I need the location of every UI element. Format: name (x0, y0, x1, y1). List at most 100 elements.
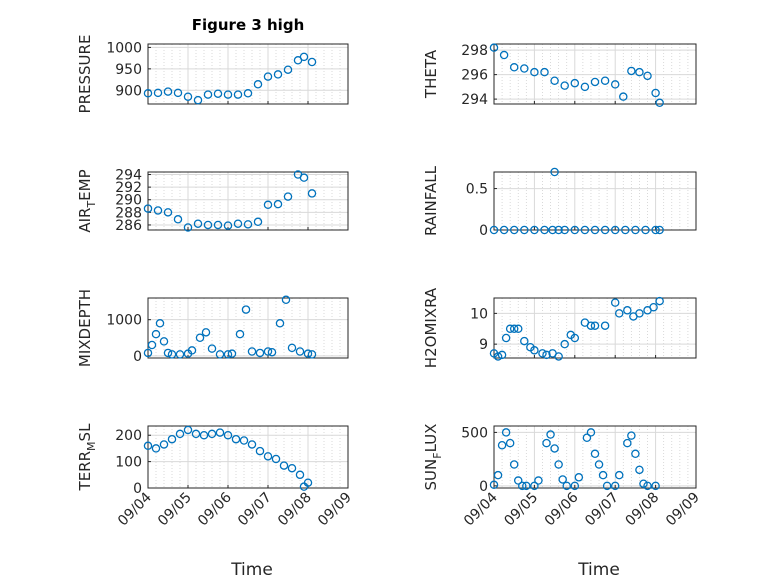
chart-sun_flux-point (509, 460, 519, 469)
chart-mixdepth-y-axis-label: MIXDEPTH (76, 289, 94, 367)
chart-sun_flux-point (554, 460, 563, 469)
chart-sun_flux-y-tick-label: 500 (461, 425, 488, 441)
chart-air_temp-point (193, 219, 203, 228)
chart-pressure-y-axis-label: PRESSURE (76, 35, 94, 114)
chart-pressure-point (233, 90, 243, 99)
chart-mixdepth-point (147, 340, 157, 350)
chart-theta-point (560, 81, 569, 90)
chart-theta-point (627, 66, 636, 76)
chart-theta-point (619, 92, 628, 101)
chart-terr_msl-point (255, 446, 265, 456)
chart-mixdepth-point (241, 305, 251, 314)
chart-mixdepth-point (307, 350, 317, 359)
chart-terr_msl-point (263, 452, 273, 461)
chart-rainfall-point (520, 225, 529, 235)
chart-pressure-title: Figure 3 high (192, 16, 305, 34)
chart-rainfall: 0 0.5 RAINFALL (422, 165, 697, 239)
chart-h2omixra-point (655, 296, 664, 306)
chart-terr_msl-x-tick-label: 09/07 (235, 490, 275, 530)
chart-rainfall-point (509, 225, 519, 235)
chart-terr_msl-point (303, 478, 313, 487)
chart-mixdepth-point (247, 347, 257, 356)
chart-sun_flux-point (518, 481, 527, 491)
chart-mixdepth-point (163, 348, 173, 358)
chart-h2omixra-point (610, 298, 620, 307)
chart-terr_msl-point (159, 440, 169, 449)
chart-terr_msl-point (183, 425, 193, 435)
chart-h2omixra-point (554, 352, 563, 361)
chart-h2omixra: 9 10 H2OMIXRA (422, 287, 697, 368)
chart-terr_msl-point (167, 434, 177, 444)
chart-sun_flux-point (497, 440, 507, 450)
chart-sun_flux-point (550, 444, 559, 453)
chart-pressure: 900 950 1000 PRESSURE Figure 3 high (76, 16, 349, 114)
chart-pressure-point (213, 89, 223, 98)
chart-theta-y-tick-label: 298 (461, 43, 488, 59)
chart-mixdepth-point (143, 348, 153, 358)
chart-terr_msl-point (151, 444, 161, 453)
chart-sun_flux-point (602, 481, 612, 491)
chart-terr_msl-point (287, 463, 297, 473)
chart-mixdepth-point (275, 319, 285, 328)
chart-theta-point (580, 82, 590, 92)
chart-sun_flux-point (558, 475, 567, 484)
chart-rainfall-point (655, 225, 664, 235)
chart-rainfall-point (499, 225, 509, 235)
chart-sun_flux-point (631, 449, 640, 459)
chart-rainfall-point (641, 225, 650, 235)
chart-terr_msl-point (231, 434, 241, 444)
chart-sun_flux-point (651, 481, 660, 491)
chart-terr_msl-y-axis-label: TERRMSL (76, 423, 98, 492)
chart-rainfall-point (550, 167, 559, 177)
chart-pressure-y-tick-label: 1000 (106, 40, 142, 56)
chart-theta-point (635, 67, 644, 77)
chart-pressure-point (193, 95, 203, 105)
chart-air_temp-axes-box (147, 171, 349, 231)
chart-h2omixra-point (497, 350, 507, 360)
chart-mixdepth-point (267, 347, 277, 357)
chart-sun_flux-x-tick-label: 09/08 (623, 490, 663, 530)
chart-pressure-point (283, 65, 293, 74)
chart-rainfall-point (489, 225, 499, 235)
chart-theta-point (600, 76, 610, 85)
chart-sun_flux-point (513, 476, 523, 485)
chart-air_temp-point (203, 220, 213, 230)
chart-mixdepth-point (255, 348, 265, 358)
chart-air_temp-point (143, 204, 153, 213)
chart-sun_flux-point (623, 438, 632, 448)
chart-rainfall-y-axis-label: RAINFALL (422, 165, 440, 236)
chart-sun_flux-point (627, 431, 636, 440)
chart-theta-point (489, 43, 499, 52)
chart-theta-point (651, 88, 660, 98)
chart-mixdepth-point (295, 347, 305, 356)
chart-sun_flux-point (505, 438, 515, 448)
chart-mixdepth-point (287, 343, 297, 353)
chart-sun_flux-axes-box (493, 425, 697, 489)
chart-mixdepth-point (151, 329, 161, 339)
chart-air_temp-point (253, 217, 263, 227)
chart-air_temp-point (213, 220, 223, 230)
chart-rainfall-point (580, 225, 590, 235)
chart-terr_msl-point (271, 454, 281, 464)
chart-air_temp-y-tick-label: 288 (115, 205, 142, 221)
chart-sun_flux-y-axis-label: SUNFLUX (422, 424, 444, 491)
chart-sun_flux-x-tick-label: 09/09 (663, 490, 703, 530)
chart-terr_msl-x-tick-label: 09/06 (195, 489, 235, 529)
chart-rainfall-y-tick-label: 0.5 (466, 182, 488, 198)
chart-mixdepth-point (223, 350, 233, 359)
chart-air_temp-y-tick-label: 290 (115, 193, 142, 209)
chart-sun_flux-point (530, 481, 539, 491)
chart-air_temp-point (243, 220, 253, 229)
chart-air_temp-point (307, 189, 317, 198)
chart-theta-y-axis-label: THETA (422, 49, 440, 99)
chart-mixdepth-point (195, 333, 205, 343)
chart-pressure-point (273, 70, 283, 79)
chart-h2omixra-point (600, 321, 610, 330)
chart-mixdepth-point (215, 350, 225, 359)
chart-sun_flux-x-tick-label: 09/06 (542, 489, 582, 529)
chart-air_temp-point (263, 200, 273, 210)
chart-terr_msl-point (199, 430, 209, 440)
chart-terr_msl-point (247, 440, 257, 449)
chart-sun_flux-point (522, 481, 531, 491)
